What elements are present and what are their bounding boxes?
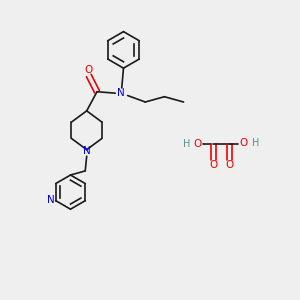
Text: H: H <box>252 138 259 148</box>
Text: O: O <box>209 160 218 170</box>
Text: O: O <box>239 138 248 148</box>
Text: H: H <box>183 140 190 149</box>
Text: O: O <box>225 160 234 170</box>
Text: O: O <box>84 65 92 75</box>
Text: N: N <box>83 146 91 156</box>
Text: O: O <box>194 140 202 149</box>
Text: N: N <box>117 88 125 98</box>
Text: N: N <box>47 195 55 205</box>
